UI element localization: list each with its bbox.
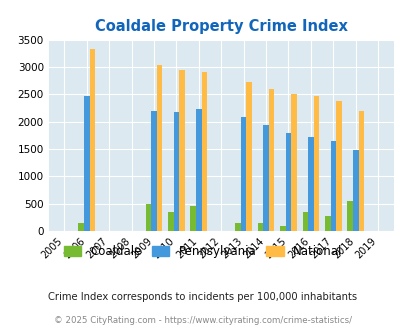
Bar [145,204,151,231]
Bar [290,94,296,231]
Bar [84,96,90,231]
Bar [196,109,201,231]
Bar [240,117,246,231]
Bar [279,225,285,231]
Bar [173,112,179,231]
Bar [285,133,290,231]
Bar [262,125,268,231]
Bar [268,89,274,231]
Text: Crime Index corresponds to incidents per 100,000 inhabitants: Crime Index corresponds to incidents per… [48,292,357,302]
Bar [201,72,207,231]
Bar [346,202,352,231]
Bar [302,213,307,231]
Title: Coaldale Property Crime Index: Coaldale Property Crime Index [95,19,347,34]
Bar [307,137,313,231]
Bar [156,65,162,231]
Bar [257,223,262,231]
Bar [324,216,330,231]
Bar [335,101,341,231]
Bar [190,206,196,231]
Bar [179,70,184,231]
Bar [90,50,95,231]
Bar [358,111,363,231]
Bar [151,111,156,231]
Bar [168,213,173,231]
Bar [313,96,318,231]
Bar [234,223,240,231]
Bar [330,141,335,231]
Bar [78,223,84,231]
Legend: Coaldale, Pennsylvania, National: Coaldale, Pennsylvania, National [59,241,346,263]
Text: © 2025 CityRating.com - https://www.cityrating.com/crime-statistics/: © 2025 CityRating.com - https://www.city… [54,316,351,325]
Bar [246,82,252,231]
Bar [352,149,358,231]
